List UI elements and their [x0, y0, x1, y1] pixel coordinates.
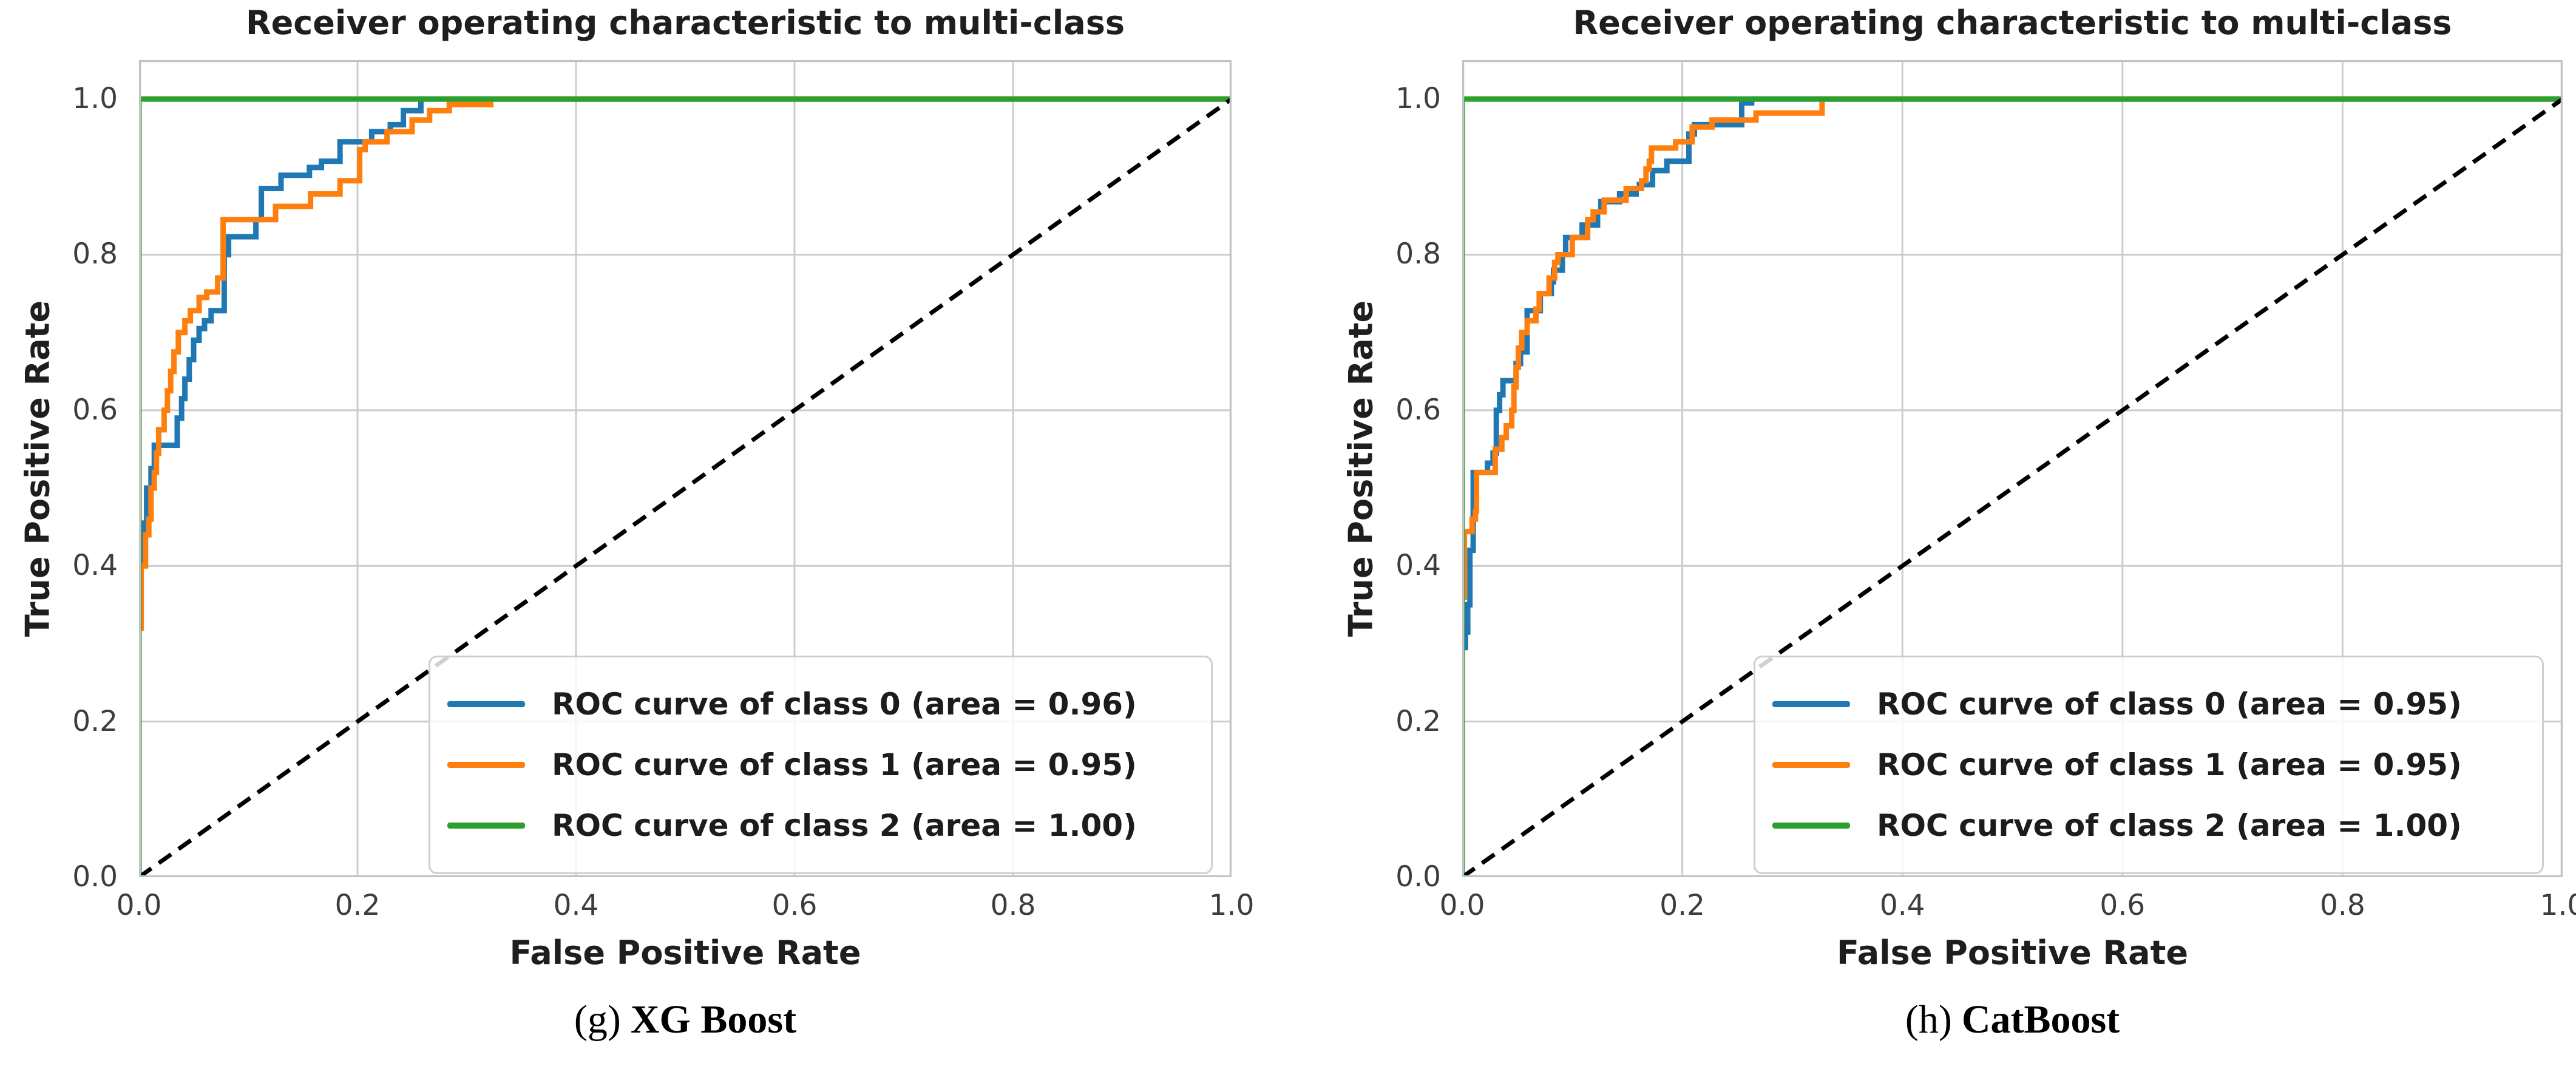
- legend-item-class-2: ROC curve of class 2 (area = 1.00): [1772, 808, 2525, 843]
- roc-curve-class-1: [139, 96, 1232, 877]
- axes-spines: [1462, 60, 2563, 877]
- legend-swatch-class-0: [447, 701, 525, 707]
- y-tick-label: 0.2: [72, 704, 118, 738]
- legend-label: ROC curve of class 0 (area = 0.96): [552, 687, 1137, 722]
- x-tick-label: 0.2: [334, 889, 381, 922]
- roc-curve-class-2: [139, 96, 1232, 877]
- subfigure-caption: (h) CatBoost: [1466, 997, 2559, 1043]
- y-tick-label: 0.2: [1395, 704, 1441, 738]
- chance-diagonal-line: [1462, 97, 2563, 877]
- x-tick-label: 0.6: [771, 889, 818, 922]
- plot-title: Receiver operating characteristic to mul…: [245, 4, 1125, 42]
- legend-item-class-1: ROC curve of class 1 (area = 0.95): [1772, 747, 2525, 782]
- x-axis-title: False Positive Rate: [1837, 934, 2188, 972]
- legend-swatch-class-1: [447, 762, 525, 768]
- legend-swatch-class-2: [447, 823, 525, 829]
- y-tick-label: 0.0: [1395, 860, 1441, 894]
- caption-index: (h): [1905, 997, 1952, 1042]
- subfigure-caption: (g) XG Boost: [139, 997, 1232, 1043]
- legend-label: ROC curve of class 1 (area = 0.95): [552, 747, 1137, 782]
- y-tick-label: 1.0: [72, 82, 118, 116]
- legend-item-class-1: ROC curve of class 1 (area = 0.95): [447, 747, 1194, 782]
- x-tick-label: 0.8: [2320, 889, 2365, 922]
- y-tick-label: 0.6: [72, 393, 118, 427]
- x-tick-label: 1.0: [1208, 889, 1255, 922]
- legend-swatch-class-0: [1772, 701, 1850, 707]
- legend-label: ROC curve of class 2 (area = 1.00): [552, 808, 1137, 843]
- x-tick-label: 1.0: [2540, 889, 2576, 922]
- y-tick-label: 1.0: [1395, 82, 1441, 116]
- x-axis-title: False Positive Rate: [509, 934, 861, 972]
- x-tick-label: 0.8: [990, 889, 1036, 922]
- plot-title: Receiver operating characteristic to mul…: [1573, 4, 2452, 42]
- plot-area: [139, 60, 1232, 877]
- roc-curve-class-2: [1462, 96, 2563, 877]
- x-tick-label: 0.0: [1439, 889, 1485, 922]
- caption-index: (g): [574, 997, 621, 1042]
- legend-item-class-2: ROC curve of class 2 (area = 1.00): [447, 808, 1194, 843]
- roc-curve-class-0: [139, 96, 1232, 877]
- x-tick-label: 0.4: [1879, 889, 1925, 922]
- legend-item-class-0: ROC curve of class 0 (area = 0.96): [447, 687, 1194, 722]
- y-tick-label: 0.8: [1395, 237, 1441, 271]
- legend-box: ROC curve of class 0 (area = 0.96) ROC cu…: [429, 656, 1213, 874]
- legend-box: ROC curve of class 0 (area = 0.95) ROC cu…: [1754, 656, 2544, 874]
- x-tick-label: 0.6: [2100, 889, 2146, 922]
- legend-label: ROC curve of class 1 (area = 0.95): [1877, 747, 2462, 782]
- legend-item-class-0: ROC curve of class 0 (area = 0.95): [1772, 687, 2525, 722]
- legend-label: ROC curve of class 2 (area = 1.00): [1877, 808, 2462, 843]
- roc-chart-svg: [139, 60, 1232, 877]
- chance-diagonal-line: [139, 97, 1232, 877]
- legend-swatch-class-1: [1772, 762, 1850, 768]
- x-tick-label: 0.4: [553, 889, 599, 922]
- y-tick-label: 0.4: [1395, 549, 1441, 583]
- x-tick-label: 0.2: [1659, 889, 1705, 922]
- caption-name: CatBoost: [1961, 997, 2120, 1042]
- axes-spines: [139, 60, 1232, 877]
- y-tick-label: 0.0: [72, 860, 118, 894]
- y-tick-label: 0.8: [72, 237, 118, 271]
- legend-label: ROC curve of class 0 (area = 0.95): [1877, 687, 2462, 722]
- caption-name: XG Boost: [630, 997, 797, 1042]
- legend-swatch-class-2: [1772, 823, 1850, 829]
- y-tick-label: 0.4: [72, 549, 118, 583]
- y-tick-label: 0.6: [1395, 393, 1441, 427]
- x-tick-label: 0.0: [116, 889, 162, 922]
- roc-curve-class-1: [1462, 96, 2563, 877]
